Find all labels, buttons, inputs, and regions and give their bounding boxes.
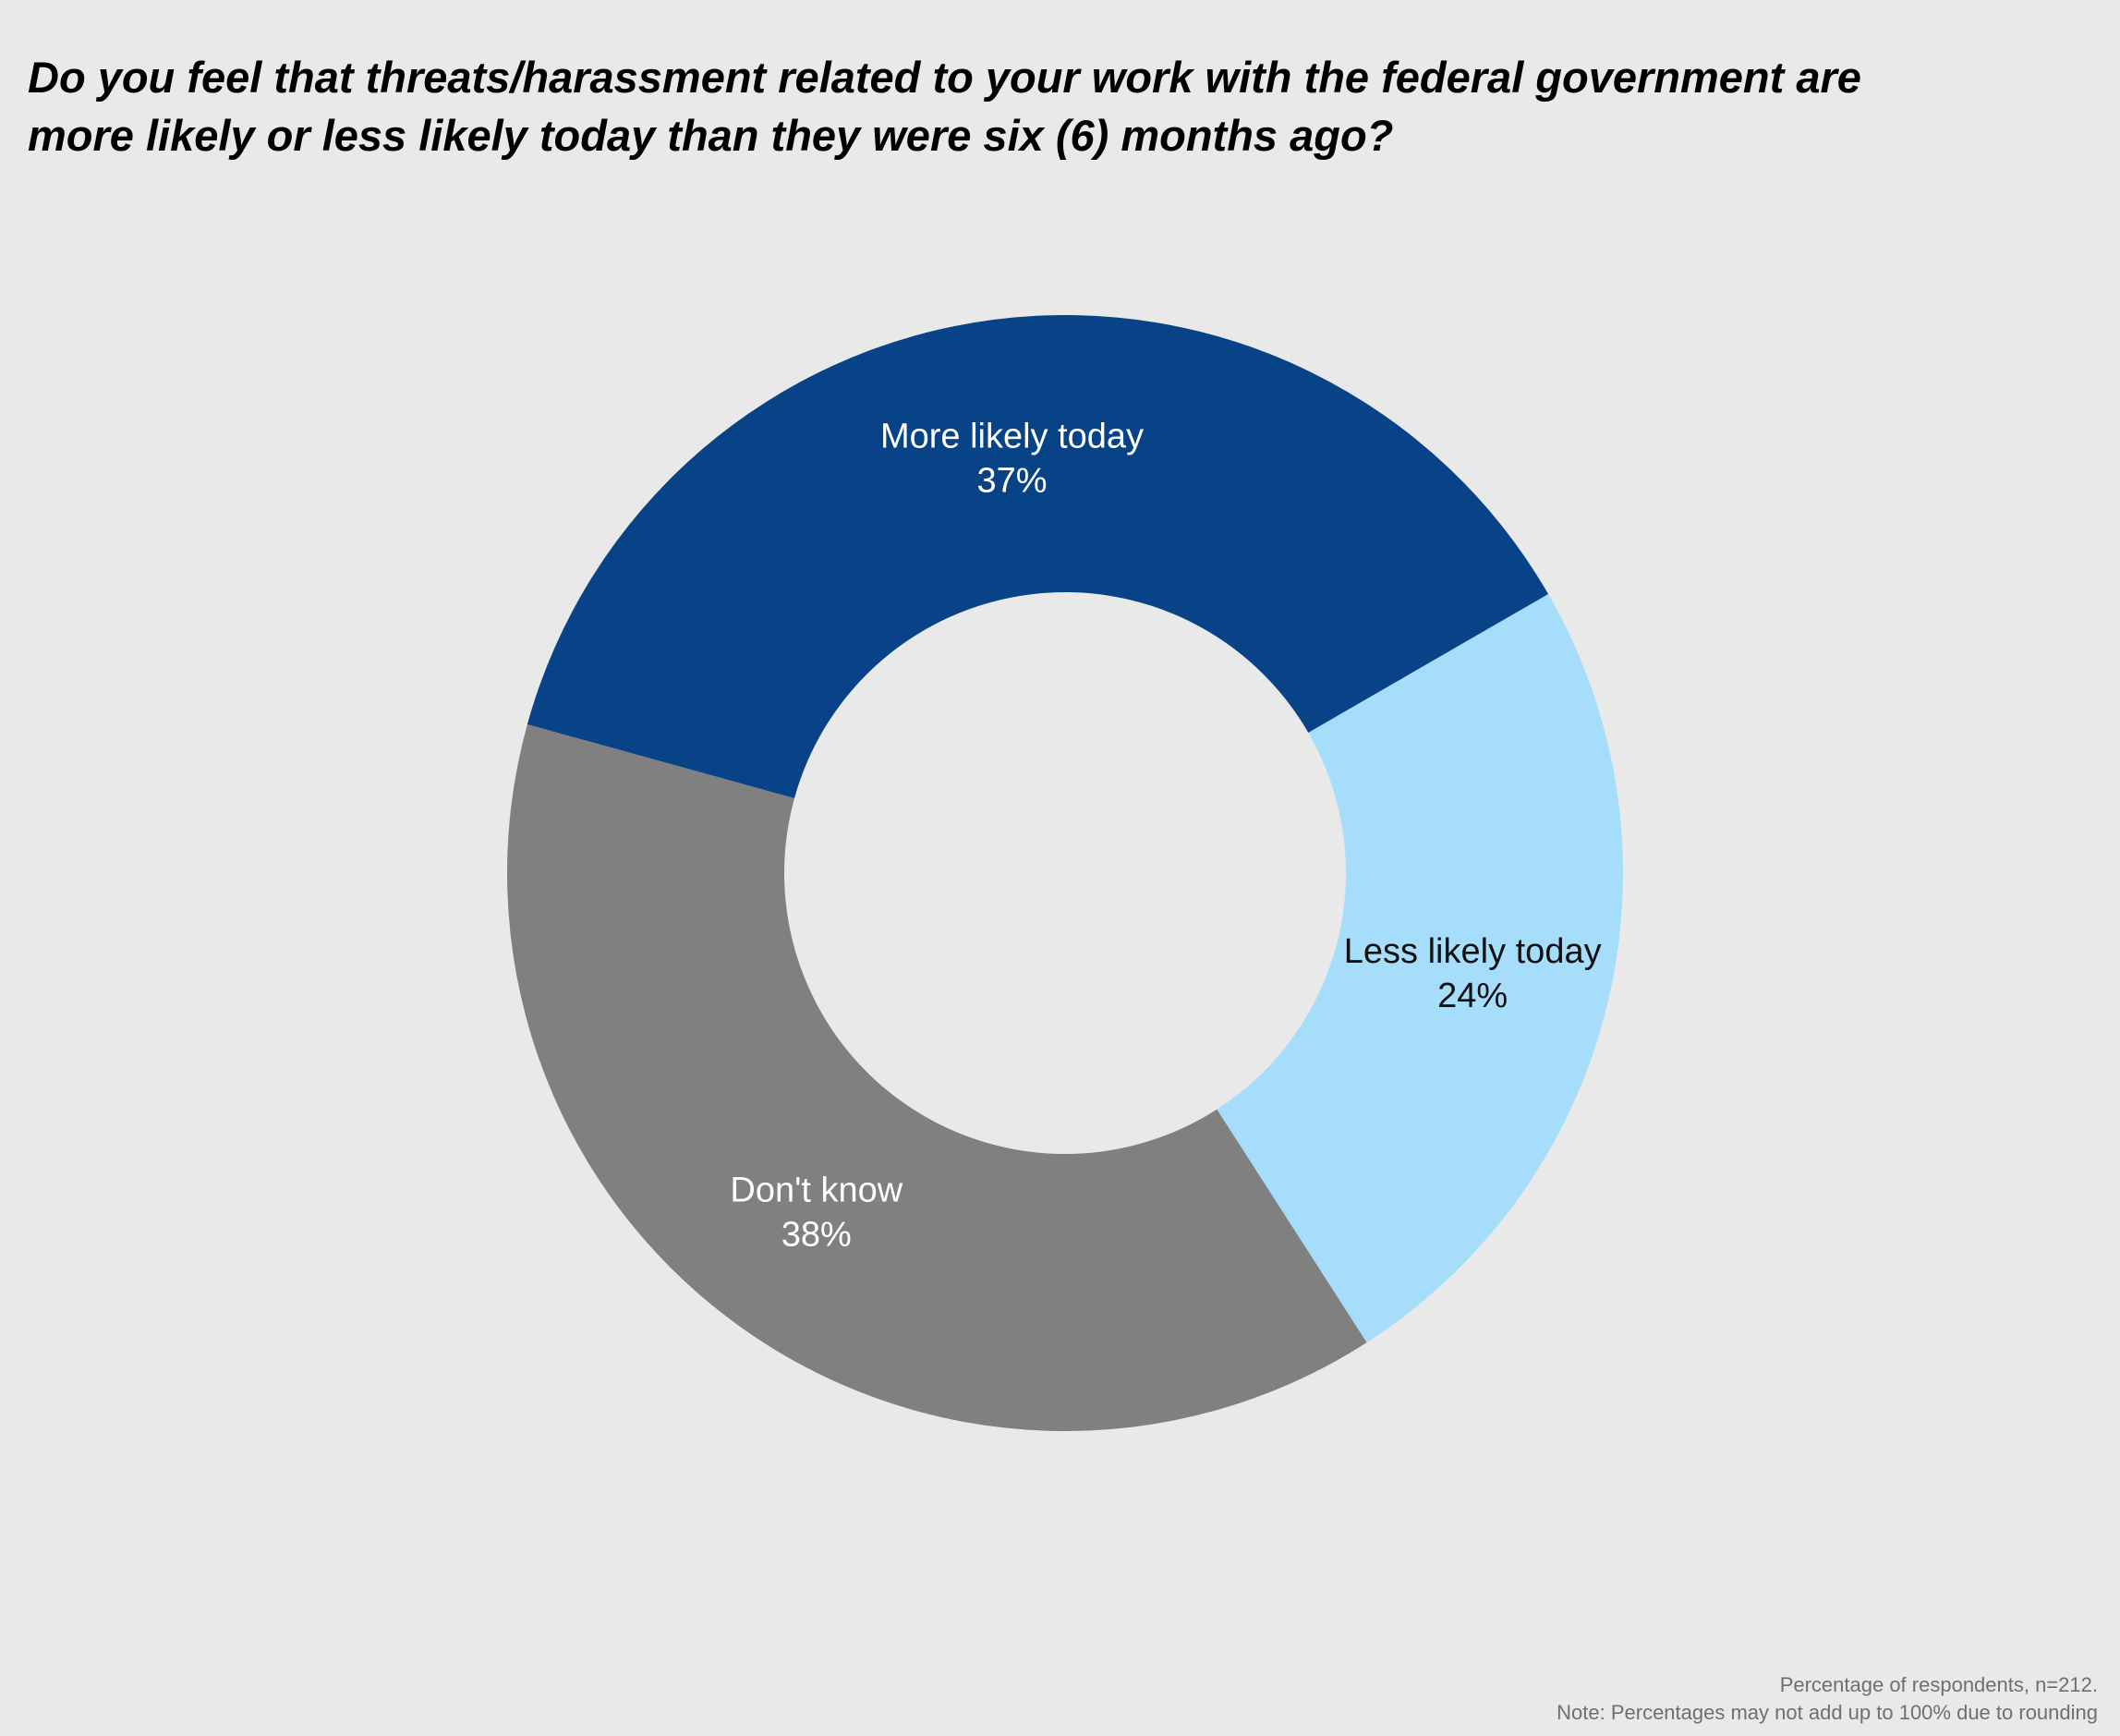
donut-labels: Less likely today 24% Don't know 38% More li… [730,418,1601,1255]
chart-notes: Percentage of respondents, n=212. Note: … [1557,1671,2098,1727]
sample-size-note: Percentage of respondents, n=212. [1779,1673,2098,1696]
slice-label-don-t-know: Don't know 38% [730,1171,903,1255]
slice-label-less-likely-today: Less likely today 24% [1344,932,1602,1015]
slice-category-label: More likely today [880,418,1144,456]
donut-slice-less-likely-today [1217,594,1623,1343]
donut-slices [507,315,1623,1431]
chart-title-line-1: Do you feel that threats/harassment rela… [28,53,1861,102]
donut-slice-don-t-know [507,724,1367,1431]
chart-title: Do you feel that threats/harassment rela… [28,48,2088,164]
slice-label-more-likely-today: More likely today 37% [880,418,1144,501]
slice-value-label: 38% [781,1216,852,1255]
slice-value-label: 24% [1437,977,1508,1015]
slice-value-label: 37% [976,462,1047,501]
rounding-note: Note: Percentages may not add up to 100%… [1557,1701,2098,1724]
chart-title-line-2: more likely or less likely today than th… [28,111,1394,160]
slice-category-label: Less likely today [1344,932,1602,971]
slice-category-label: Don't know [730,1171,903,1210]
donut-slice-more-likely-today [527,315,1549,798]
